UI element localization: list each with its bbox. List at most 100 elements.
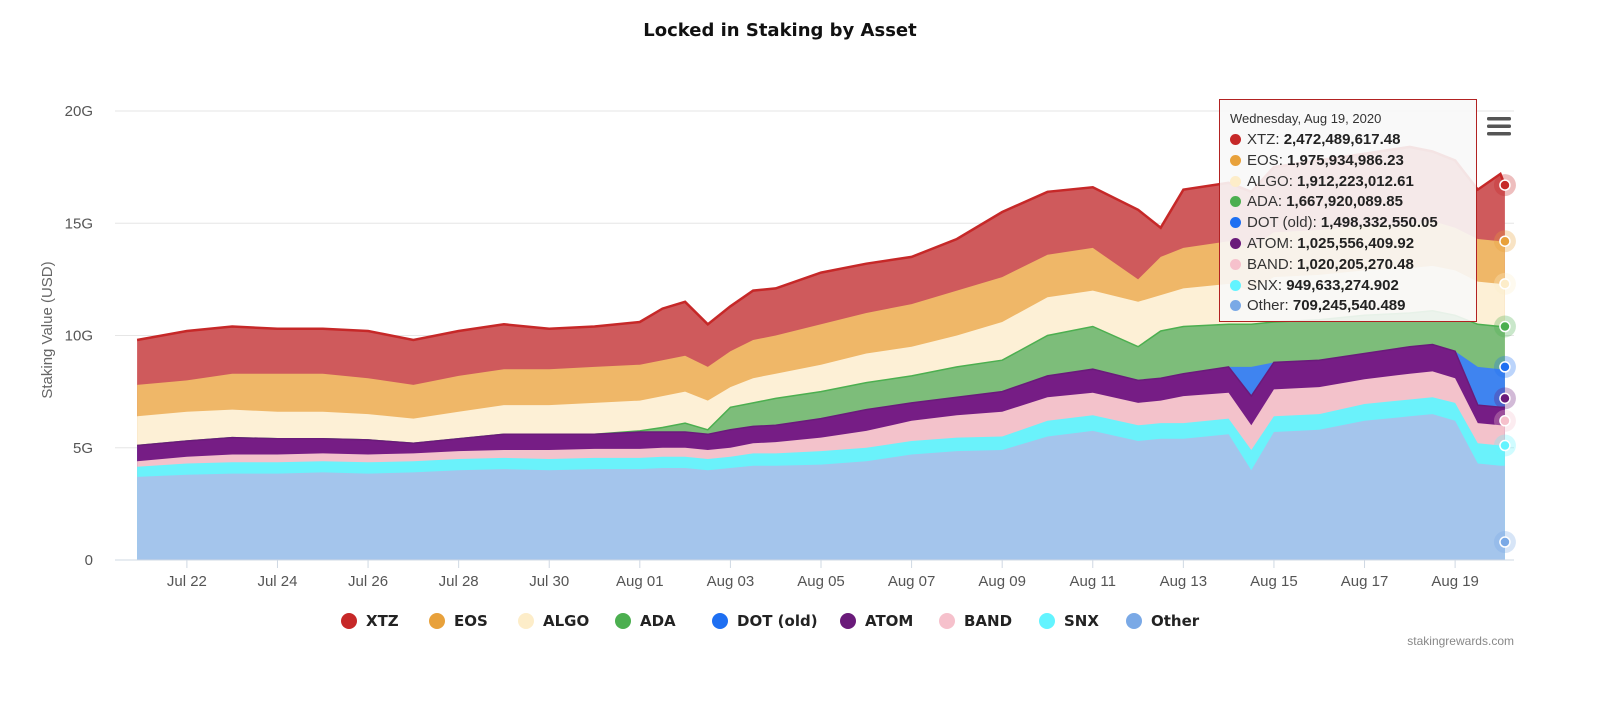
x-tick-label: Aug 11 [1070, 573, 1116, 590]
tooltip-value: 1,975,934,986.23 [1287, 151, 1404, 169]
area-other [137, 414, 1505, 560]
tooltip-value: 1,025,556,409.92 [1297, 234, 1415, 252]
tooltip-marker [1230, 258, 1241, 270]
tooltip-marker [1230, 134, 1241, 145]
x-tick-label: Aug 03 [707, 573, 755, 590]
legend-marker [341, 613, 357, 629]
legend[interactable]: XTZ EOS ALGO ADA DOT (old) ATOM BAND SNX Other [341, 612, 1200, 630]
end-marker-ada [1499, 320, 1511, 333]
y-axis-label: Staking Value (USD) [39, 261, 56, 398]
tooltip-value: 709,245,540.489 [1292, 297, 1406, 315]
tooltip-row: EOS: 1,975,934,986.23 [1230, 151, 1466, 172]
tooltip-series-name: BAND [1247, 255, 1289, 273]
tooltip-marker [1230, 217, 1241, 229]
y-tick-label: 5G [73, 440, 93, 457]
tooltip-marker [1230, 175, 1241, 187]
legend-marker [1126, 613, 1142, 629]
tooltip-value: 1,020,205,270.48 [1297, 255, 1414, 273]
legend-marker [429, 613, 445, 629]
x-tick-label: Jul 28 [439, 573, 479, 590]
x-axis: Jul 22 Jul 24 Jul 26 Jul 28 Jul 30 Aug 01 Aug … [115, 559, 1514, 590]
legend-marker [518, 613, 534, 629]
legend-marker [939, 613, 955, 629]
tooltip-separator: : [1278, 151, 1288, 169]
tooltip-row: XTZ: 2,472,489,617.48 [1230, 130, 1466, 151]
y-tick-label: 15G [65, 215, 93, 232]
legend-label: Other [1151, 612, 1200, 630]
tooltip-separator: : [1284, 297, 1293, 315]
x-tick-label: Aug 07 [888, 573, 936, 590]
tooltip-marker [1230, 237, 1241, 249]
end-marker-algo [1499, 278, 1511, 290]
tooltip-separator: : [1288, 172, 1298, 190]
tooltip-series-name: DOT (old) [1247, 214, 1313, 232]
legend-label: DOT (old) [737, 612, 818, 630]
tooltip-separator: : [1312, 214, 1321, 232]
end-marker-other [1499, 536, 1511, 548]
tooltip-series-name: XTZ [1247, 131, 1276, 148]
legend-item-atom[interactable]: ATOM [840, 612, 913, 630]
credit-link[interactable]: stakingrewards.com [1407, 634, 1514, 648]
tooltip-series-name: ATOM [1247, 234, 1289, 252]
y-axis: 0 5G 10G 15G 20G [65, 103, 93, 569]
tooltip-value: 1,912,223,012.61 [1297, 172, 1414, 190]
tooltip-value: 1,667,920,089.85 [1286, 193, 1403, 211]
y-tick-label: 0 [85, 552, 93, 569]
end-marker-xtz [1499, 179, 1511, 191]
y-tick-label: 20G [65, 103, 93, 120]
legend-item-dot-old[interactable]: DOT (old) [712, 612, 818, 630]
legend-label: ADA [640, 612, 676, 630]
series-end-markers [1493, 174, 1516, 554]
legend-marker [840, 613, 856, 629]
tooltip-value: 1,498,332,550.05 [1320, 214, 1438, 232]
tooltip-row: Other: 709,245,540.489 [1230, 296, 1466, 317]
tooltip: Wednesday, Aug 19, 2020 XTZ: 2,472,489,6… [1219, 99, 1477, 322]
x-tick-label: Jul 30 [529, 573, 569, 590]
tooltip-series-name: ADA [1247, 193, 1278, 211]
legend-label: XTZ [366, 612, 399, 630]
x-tick-label: Aug 09 [978, 573, 1026, 590]
legend-marker [712, 613, 728, 629]
tooltip-row: ATOM: 1,025,556,409.92 [1230, 234, 1466, 255]
legend-item-ada[interactable]: ADA [615, 612, 676, 630]
legend-item-xtz[interactable]: XTZ [341, 612, 399, 630]
x-tick-label: Aug 15 [1250, 573, 1298, 590]
line-atom [137, 343, 1505, 447]
tooltip-value: 2,472,489,617.48 [1283, 131, 1401, 148]
tooltip-series-name: SNX [1247, 276, 1278, 294]
tooltip-marker [1230, 154, 1241, 166]
x-tick-label: Aug 05 [797, 573, 845, 590]
end-marker-band [1499, 415, 1511, 427]
legend-item-algo[interactable]: ALGO [518, 612, 589, 630]
legend-label: EOS [454, 612, 488, 630]
x-tick-label: Aug 17 [1341, 573, 1389, 590]
tooltip-series-name: Other [1247, 297, 1285, 315]
tooltip-row: BAND: 1,020,205,270.48 [1230, 255, 1466, 276]
x-tick-label: Aug 13 [1160, 573, 1208, 590]
legend-label: ALGO [543, 612, 589, 630]
tooltip-separator: : [1288, 234, 1298, 252]
x-tick-label: Aug 01 [616, 573, 664, 590]
tooltip-separator: : [1277, 193, 1287, 211]
legend-item-eos[interactable]: EOS [429, 612, 488, 630]
legend-label: ATOM [865, 612, 913, 630]
chart-title: Locked in Staking by Asset [643, 20, 917, 41]
tooltip-separator: : [1288, 255, 1298, 273]
tooltip-marker [1230, 279, 1241, 291]
tooltip-marker [1230, 300, 1241, 312]
end-marker-atom [1499, 392, 1511, 405]
tooltip-row: ADA: 1,667,920,089.85 [1230, 192, 1466, 213]
legend-item-snx[interactable]: SNX [1039, 612, 1099, 630]
plot-areas [136, 145, 1507, 560]
legend-item-band[interactable]: BAND [939, 612, 1012, 630]
chart-menu-button[interactable] [1482, 112, 1516, 140]
end-marker-eos [1499, 235, 1511, 247]
tooltip-row: DOT (old): 1,498,332,550.05 [1230, 213, 1466, 234]
y-tick-label: 10G [65, 328, 93, 345]
tooltip-separator: : [1275, 131, 1284, 148]
tooltip-row: SNX: 949,633,274.902 [1230, 276, 1466, 297]
legend-label: BAND [964, 612, 1012, 630]
x-tick-label: Jul 24 [257, 573, 297, 590]
legend-item-other[interactable]: Other [1126, 612, 1200, 630]
